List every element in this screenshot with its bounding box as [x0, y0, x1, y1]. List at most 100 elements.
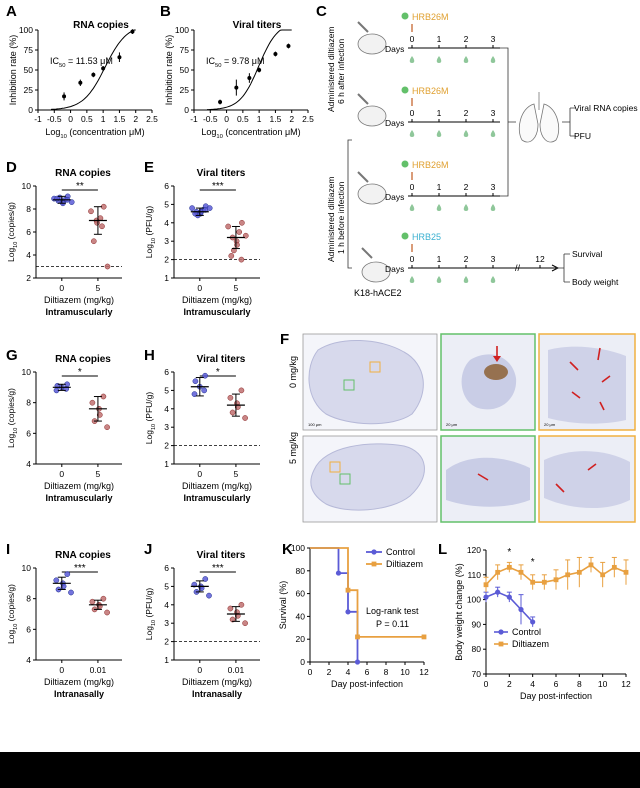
x-axis-label: Diltiazem (mg/kg)	[44, 677, 114, 687]
chart-h-titer-im: 1 2 3 4 5 6 0 5 Viral titers Diltiazem (mg/kg) Int…	[144, 354, 260, 503]
y-tick-label: 2	[26, 273, 31, 283]
data-point	[100, 595, 107, 602]
readout-bracket-bottom	[556, 253, 570, 283]
drop-icon	[436, 130, 442, 137]
x-tick-label: 12	[419, 667, 429, 677]
weight-marker	[565, 572, 571, 578]
y-tick-label: 80	[472, 644, 482, 654]
x-tick-label: -1	[190, 114, 198, 124]
data-point	[206, 592, 212, 599]
y-axis-label: Inhibition rate (%)	[8, 35, 18, 106]
weight-marker	[611, 564, 617, 570]
x-tick-label: 0.01	[228, 665, 245, 675]
x-axis-label: Diltiazem (mg/kg)	[182, 295, 252, 305]
drop-icon	[409, 204, 415, 211]
weight-marker	[553, 577, 559, 583]
weight-marker	[483, 594, 489, 600]
chart-b-dose-response-titer: 0 25 50 75 100 -1 -0.5 0 0.5 1 1.5 2 2.5 Viral titers…	[164, 20, 314, 140]
bottom-bar	[0, 752, 640, 788]
y-tick-label: 8	[26, 398, 31, 408]
y-tick-label: 10	[22, 367, 32, 377]
x-tick-label: 6	[554, 679, 559, 689]
data-point	[202, 372, 208, 379]
data-point	[229, 616, 236, 623]
significance-stars: ***	[212, 181, 224, 192]
significance-stars: *	[216, 367, 220, 378]
data-point	[218, 100, 223, 104]
data-point	[104, 424, 110, 431]
tissue-orange-5mg	[544, 451, 630, 509]
y-tick-label: 25	[24, 85, 34, 95]
panel-label-d: D	[6, 159, 17, 176]
lung-icon	[518, 92, 560, 143]
x-axis-label: Diltiazem (mg/kg)	[44, 295, 114, 305]
panel-label-k: K	[282, 541, 293, 558]
survival-marker	[345, 587, 351, 593]
chart-title: RNA copies	[55, 550, 111, 561]
timeline-tick-label: 0	[410, 34, 415, 44]
inset-marker-orange-0mg	[369, 361, 381, 373]
virus-icon	[401, 12, 409, 240]
scale-bar-overview-0mg: 100 μm	[308, 422, 322, 427]
y-tick-label: 50	[24, 65, 34, 75]
x-tick-label: 0.5	[81, 114, 93, 124]
stain-brown	[484, 364, 508, 380]
legend-label: Control	[512, 627, 541, 637]
x-tick-label: 8	[384, 667, 389, 677]
route-label: Intramuscularly	[183, 493, 250, 503]
data-point	[201, 387, 208, 394]
weight-marker	[518, 606, 524, 613]
tissue-green-0mg	[461, 354, 517, 410]
x-tick-label: 0	[197, 665, 202, 675]
days-label: Days	[385, 118, 404, 128]
histology-row-5mg: 5 mg/kg	[288, 432, 298, 464]
schematic-panel: Administered diltiazem 6 h after infecti…	[326, 12, 638, 298]
drop-icon	[463, 276, 469, 283]
readout-pfu: PFU	[574, 131, 591, 141]
x-tick-label: 1	[257, 114, 262, 124]
y-tick-label: 110	[467, 570, 481, 580]
data-point	[234, 242, 240, 248]
x-tick-label: 4	[530, 679, 535, 689]
panel-label-c: C	[316, 3, 327, 20]
chart-a-dose-response-rna: 0 25 50 75 100 -1 -0.5 0 0.5 1 1.5 2 2.5 RNA copies Lo…	[8, 20, 158, 140]
y-tick-label: 5	[164, 385, 169, 395]
readout-bracket-top	[562, 107, 576, 137]
y-tick-label: 100	[19, 25, 33, 35]
timeline-tick-label: 2	[464, 34, 469, 44]
readout-rna: Viral RNA copies	[574, 103, 638, 113]
lung-section-0mg	[308, 340, 424, 425]
data-point	[99, 223, 105, 230]
data-point	[234, 85, 239, 90]
data-point	[64, 571, 71, 577]
weight-marker	[541, 579, 547, 585]
drop-icon	[436, 204, 442, 211]
group-bottom-label-2: 1 h before infection	[336, 181, 346, 254]
scale-bar-green-0mg: 20 μm	[446, 422, 458, 427]
data-point	[68, 589, 74, 596]
timeline-tick-label: 3	[491, 108, 496, 118]
timeline-tick-label: 1	[437, 108, 442, 118]
significance-star: *	[531, 557, 535, 568]
chart-title: RNA copies	[73, 20, 129, 31]
x-axis-label: Log10 (concentration μM)	[201, 127, 300, 140]
connector-lines	[500, 47, 516, 197]
weight-marker	[518, 569, 524, 575]
fit-curve	[207, 29, 292, 111]
x-axis-label: Diltiazem (mg/kg)	[182, 677, 252, 687]
y-axis-label: Log10 (PFU/g)	[144, 206, 157, 259]
data-point	[238, 256, 245, 263]
strain-label-4: HRB25	[412, 232, 441, 242]
y-tick-label: 80	[296, 566, 306, 576]
y-tick-label: 20	[296, 634, 306, 644]
x-tick-label: 1	[101, 114, 106, 124]
data-point	[236, 229, 243, 235]
data-point	[104, 263, 111, 270]
y-tick-label: 6	[164, 563, 169, 573]
y-axis-label: Survival (%)	[278, 581, 288, 630]
drop-icon	[409, 276, 415, 283]
y-axis-label: Log10 (copies/g)	[6, 202, 19, 262]
y-tick-label: 1	[164, 655, 169, 665]
histology-panel: 0 mg/kg 5 mg/kg 100 μm 20 μm 20 μm	[288, 333, 636, 523]
